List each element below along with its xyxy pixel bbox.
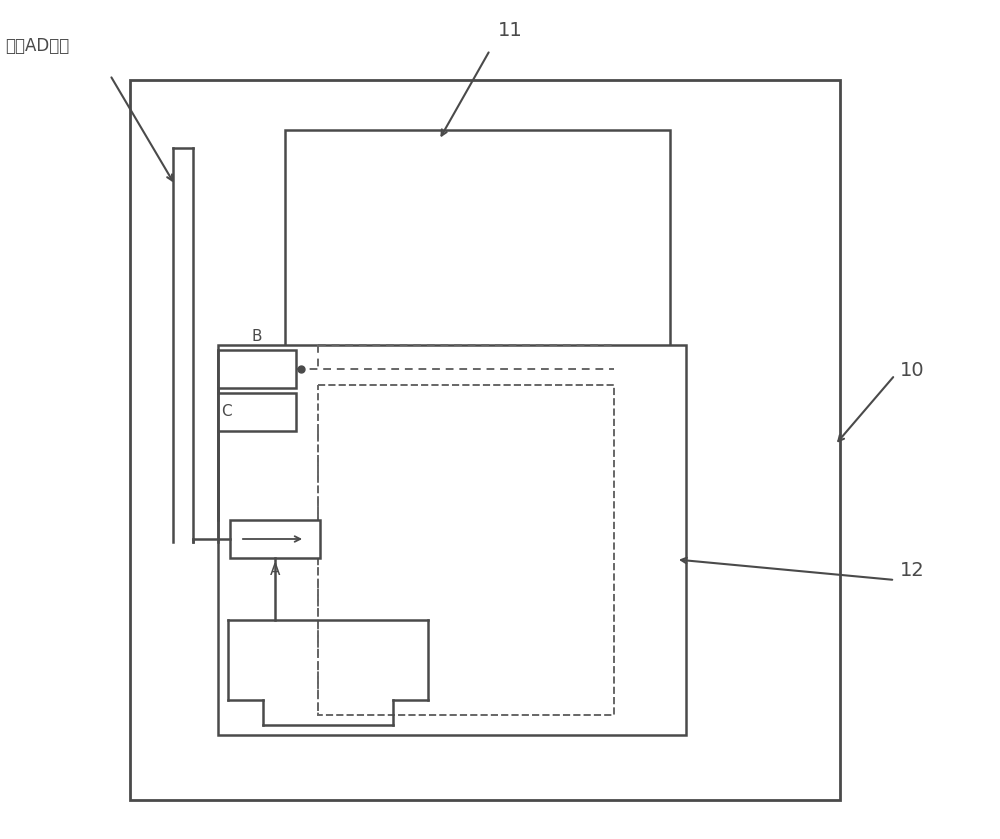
Text: 11: 11	[498, 20, 522, 39]
Bar	[230, 520, 320, 558]
Text: 12: 12	[900, 560, 925, 580]
Bar	[218, 393, 296, 431]
Bar	[318, 385, 614, 715]
Bar	[218, 350, 296, 388]
Text: A: A	[270, 563, 280, 578]
Text: 10: 10	[900, 361, 925, 379]
Bar	[285, 130, 670, 460]
Bar	[218, 345, 686, 735]
Bar	[130, 80, 840, 800]
Text: 通往AD采样: 通往AD采样	[5, 37, 69, 55]
Text: B: B	[252, 329, 262, 344]
Text: C: C	[221, 404, 232, 420]
